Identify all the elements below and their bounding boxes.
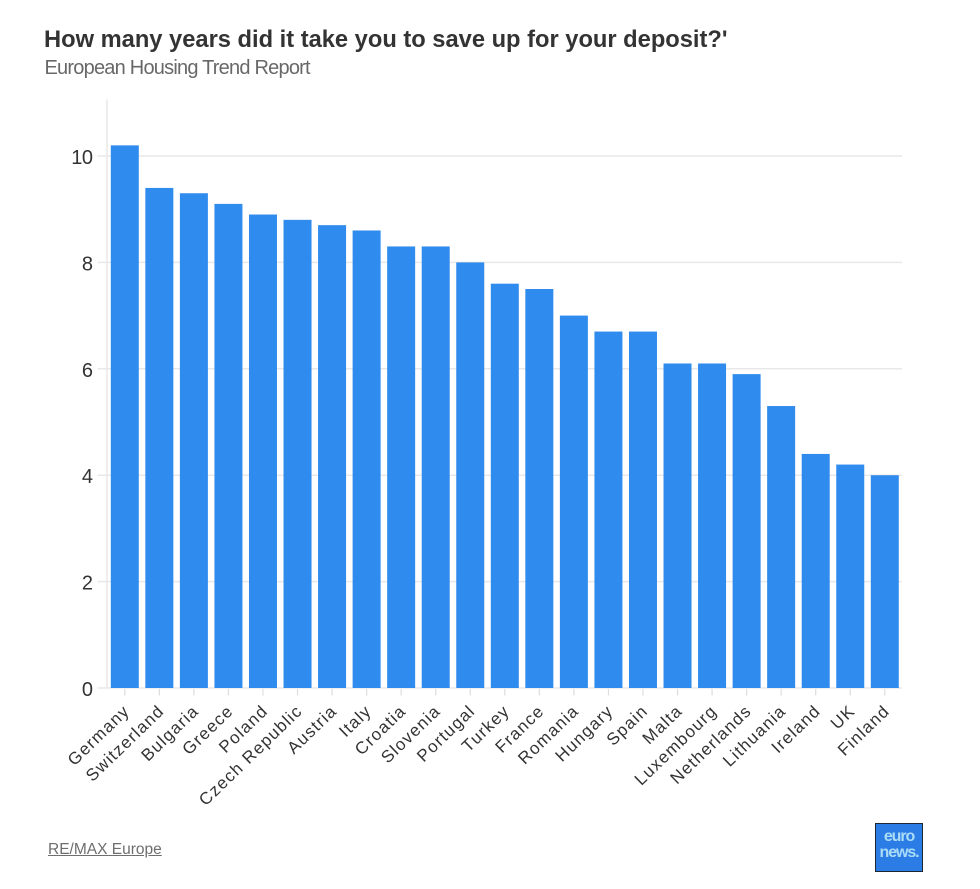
svg-text:8: 8 (82, 253, 93, 275)
svg-text:2: 2 (82, 573, 93, 595)
svg-text:0: 0 (82, 679, 93, 701)
svg-text:4: 4 (82, 466, 93, 488)
svg-text:10: 10 (71, 147, 93, 169)
svg-text:6: 6 (82, 360, 93, 382)
